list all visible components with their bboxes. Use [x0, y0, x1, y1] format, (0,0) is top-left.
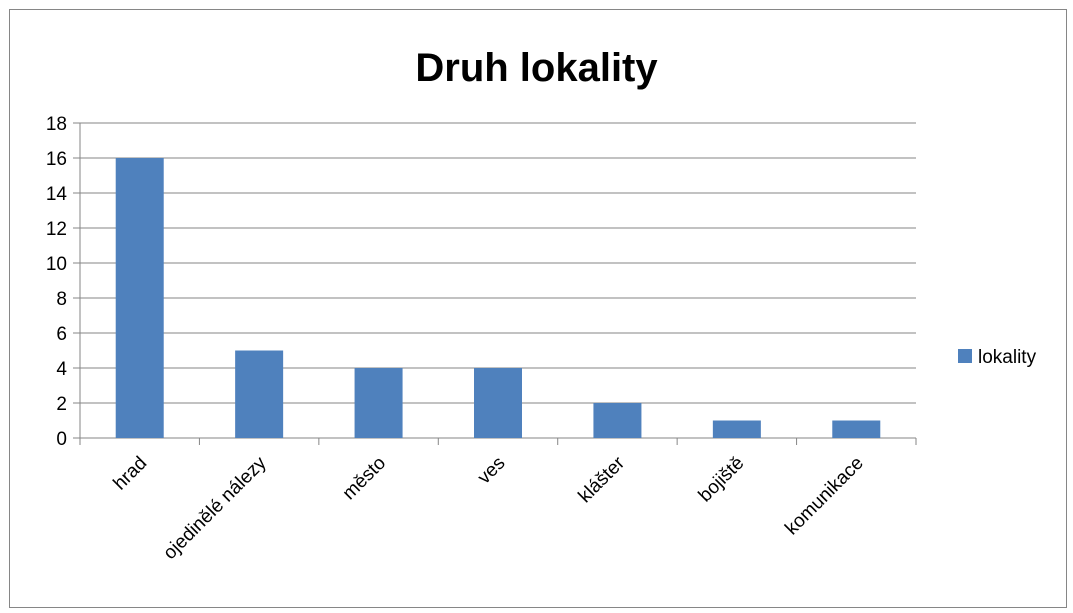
x-tick-label: ojedinělé nálezy — [159, 452, 271, 564]
x-tick-label: klášter — [575, 452, 630, 507]
y-tick-label: 8 — [56, 289, 67, 310]
gridlines — [80, 122, 916, 404]
x-tick-label: město — [339, 453, 390, 504]
x-tick-label: komunikace — [781, 453, 868, 540]
bar-ves — [474, 368, 522, 438]
y-tick-label: 4 — [56, 359, 67, 380]
bars — [115, 158, 881, 438]
bar-bojiště — [712, 420, 761, 438]
y-tick-label: 10 — [46, 254, 67, 275]
y-tick-label: 16 — [46, 149, 67, 170]
y-tick-label: 0 — [56, 429, 67, 450]
x-tick-label: bojiště — [695, 453, 749, 507]
legend: lokality — [958, 347, 1037, 368]
chart-title: Druh lokality — [415, 46, 658, 90]
y-tick-label: 14 — [46, 184, 68, 205]
bar-ojedinělé nálezy — [235, 350, 284, 438]
y-tick-label: 12 — [46, 219, 67, 240]
y-tick-label: 2 — [56, 394, 67, 415]
y-tick-label: 6 — [56, 324, 67, 345]
x-tick-labels: hrad ojedinělé nálezy město ves klášter bojiš… — [110, 452, 868, 564]
bar-město — [354, 368, 403, 438]
x-tick-label: hrad — [110, 453, 152, 495]
chart-area — [9, 9, 1067, 608]
bar-klášter — [593, 403, 642, 438]
bar-hrad — [115, 158, 164, 438]
legend-label: lokality — [978, 347, 1037, 368]
x-tick-label: ves — [474, 453, 510, 489]
bar-komunikace — [832, 420, 881, 438]
y-tick-label: 18 — [46, 114, 67, 135]
y-tick-labels: 0 2 4 6 8 10 12 14 16 18 — [46, 114, 68, 450]
legend-swatch — [958, 349, 972, 363]
